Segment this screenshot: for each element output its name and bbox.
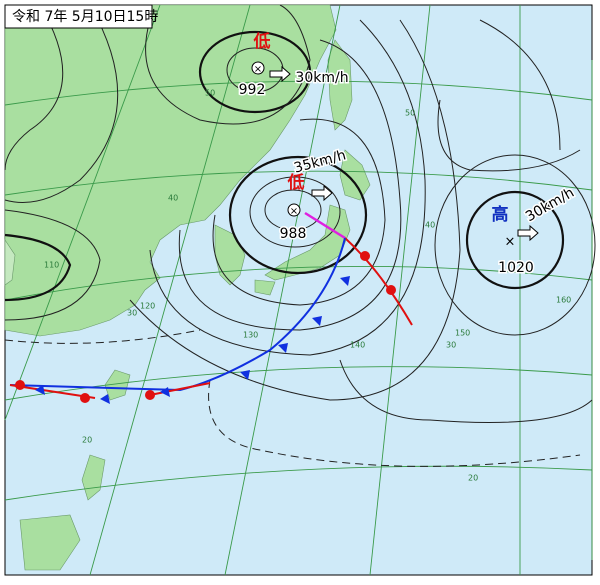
grid-label: 50 bbox=[405, 109, 415, 118]
speed: 30km/h bbox=[295, 70, 348, 86]
title-box bbox=[4, 4, 153, 29]
center-mark bbox=[287, 203, 301, 217]
fronts bbox=[9, 211, 413, 404]
grid-label: 40 bbox=[168, 194, 178, 203]
center-x: × bbox=[254, 64, 262, 75]
grid-label: 120 bbox=[140, 302, 155, 311]
grid-label: 130 bbox=[243, 331, 258, 340]
grid-label: 50 bbox=[205, 89, 215, 98]
motion-arrow bbox=[269, 65, 291, 83]
grid-label: 30 bbox=[127, 309, 137, 318]
pressure: 1020 bbox=[498, 260, 534, 276]
grid-label: 160 bbox=[556, 296, 571, 305]
isobars bbox=[4, 4, 596, 467]
grid-label: 20 bbox=[468, 474, 478, 483]
map-title: 令和 7年 5月10日15時 bbox=[12, 9, 158, 25]
system-label: 低 bbox=[253, 31, 271, 52]
grid-label: 20 bbox=[82, 436, 92, 445]
grid-label: 150 bbox=[455, 329, 470, 338]
center-x: × bbox=[505, 235, 516, 250]
center-mark bbox=[251, 61, 265, 75]
motion-arrow bbox=[517, 224, 539, 242]
pressure: 988 bbox=[280, 226, 307, 242]
motion-arrow bbox=[311, 184, 333, 202]
system-label: 高 bbox=[492, 204, 509, 225]
grid-label: 40 bbox=[425, 221, 435, 230]
grid-label: 30 bbox=[446, 341, 456, 350]
pressure: 992 bbox=[239, 82, 266, 98]
grid-label: 110 bbox=[44, 261, 59, 270]
system-label: 低 bbox=[287, 172, 305, 193]
grid-label: 140 bbox=[350, 341, 365, 350]
center-x: × bbox=[290, 206, 298, 217]
